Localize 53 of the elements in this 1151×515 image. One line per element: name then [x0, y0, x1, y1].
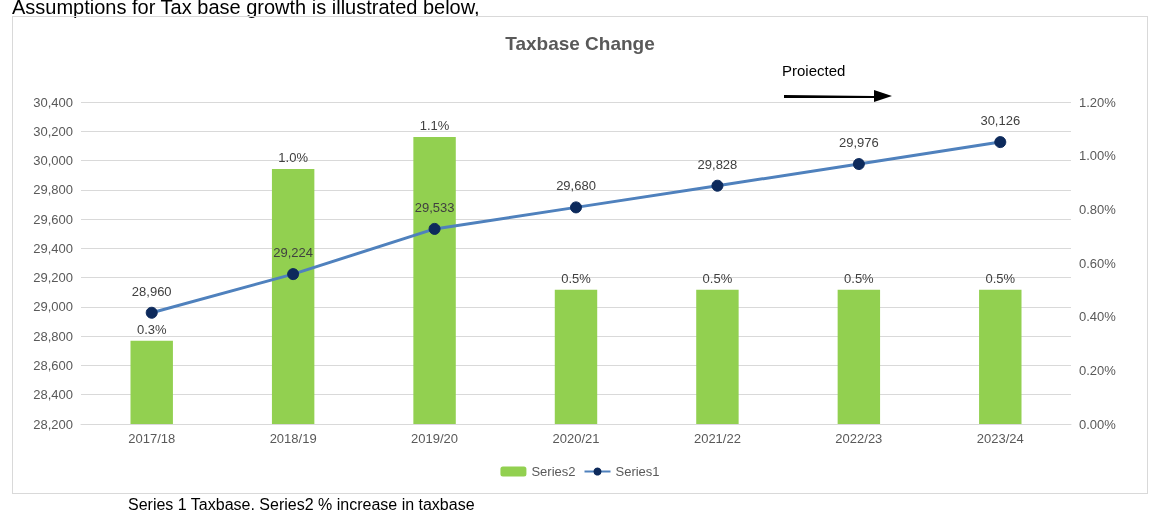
y-tick-label: 29,200: [33, 270, 73, 286]
bar: [696, 289, 739, 424]
y-tick-label: 28,800: [33, 328, 73, 344]
bar: [979, 289, 1022, 424]
x-tick-label: 2020/21: [552, 431, 600, 446]
bar: [130, 340, 173, 424]
data-label: 0.5%: [702, 270, 733, 286]
data-label: 29,828: [697, 156, 738, 172]
data-label: 28,960: [131, 283, 172, 299]
y-tick-label: 28,600: [33, 357, 73, 373]
data-label: 0.3%: [136, 321, 167, 337]
y-tick-label: 29,000: [33, 299, 73, 315]
y2-tick-label: 1.20%: [1079, 94, 1117, 110]
data-label: 29,976: [838, 135, 879, 151]
y-tick-label: 28,400: [33, 387, 73, 403]
data-label: 30,126: [980, 113, 1021, 129]
y-tick-label: 30,000: [33, 153, 73, 169]
chart-title: Taxbase Change: [505, 33, 655, 54]
text: Assumptions for Tax base growth is illustrated below,: [12, 0, 480, 19]
bar: [271, 169, 315, 424]
y2-tick-label: 1.00%: [1079, 148, 1117, 164]
bar: [837, 289, 881, 424]
y-tick-label: 29,400: [33, 240, 73, 256]
text: Series 1 Taxbase. Series2 % increase in taxbase: [128, 496, 475, 514]
x-tick-label: 2023/24: [976, 431, 1024, 446]
y2-tick-label: 0.00%: [1079, 416, 1117, 432]
y-tick-label: 29,600: [33, 211, 73, 227]
data-label: 1.0%: [278, 150, 309, 166]
x-tick-label: 2021/22: [693, 431, 741, 446]
data-label: 1.1%: [419, 117, 450, 133]
data-label: 29,224: [273, 245, 314, 261]
y-tick-label: 30,400: [33, 94, 73, 110]
y-tick-label: 30,200: [33, 123, 73, 139]
bar: [413, 136, 456, 424]
y-tick-label: 29,800: [33, 182, 73, 198]
x-tick-label: 2019/20: [411, 431, 459, 446]
data-label: 29,680: [556, 178, 596, 194]
x-tick-label: 2018/19: [269, 431, 317, 446]
y2-tick-label: 0.80%: [1079, 201, 1117, 217]
bar: [554, 289, 598, 424]
y2-tick-label: 0.60%: [1079, 255, 1117, 271]
data-label: 0.5%: [985, 270, 1016, 286]
y2-tick-label: 0.40%: [1079, 309, 1117, 325]
legend-label: Series2: [531, 464, 576, 479]
legend-label: Series1: [615, 464, 660, 479]
data-label: 29,533: [414, 199, 455, 215]
x-tick-label: 2017/18: [128, 431, 176, 446]
data-label: 0.5%: [844, 270, 875, 286]
data-label: 0.5%: [561, 270, 592, 286]
y2-tick-label: 0.20%: [1079, 362, 1117, 378]
y-tick-label: 28,200: [33, 416, 73, 432]
text: Proiected: [782, 62, 846, 79]
x-tick-label: 2022/23: [835, 431, 883, 446]
